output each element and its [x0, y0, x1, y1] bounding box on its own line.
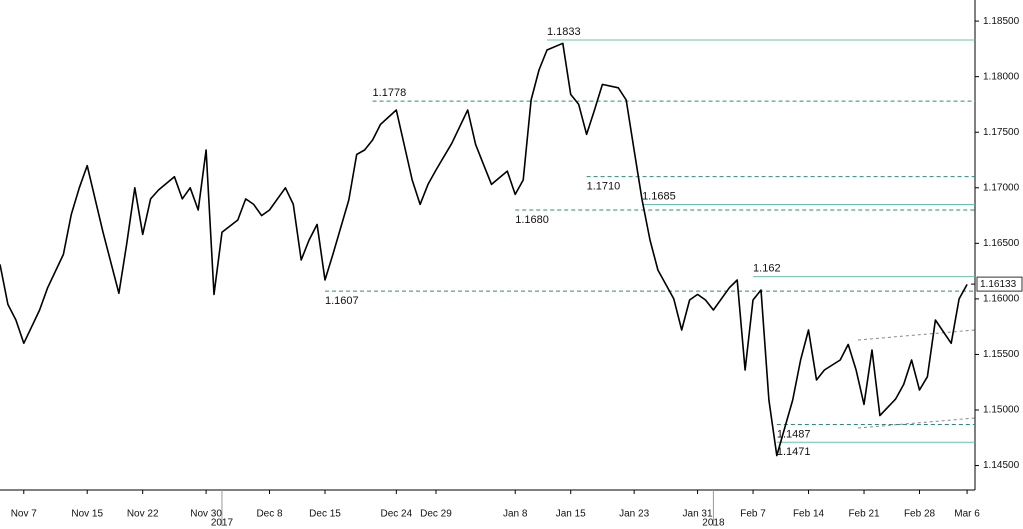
- x-tick-label: Nov 22: [127, 509, 159, 520]
- level-label: 1.1487: [777, 428, 811, 440]
- x-tick-label: Dec 8: [256, 509, 283, 520]
- level-label: 1.1680: [515, 214, 549, 226]
- level-label: 1.1778: [373, 87, 407, 99]
- last-price-box: [976, 276, 1023, 292]
- x-tick-label: Feb 28: [904, 509, 936, 520]
- x-tick-label: Jan 15: [556, 509, 586, 520]
- y-tick-label: 1.15500: [983, 349, 1020, 360]
- x-tick-label: Dec 24: [380, 509, 412, 520]
- level-label: 1.1710: [587, 181, 621, 193]
- x-tick-label: Jan 23: [619, 509, 649, 520]
- year-label: 2018: [702, 518, 725, 529]
- price-line: [0, 42, 968, 457]
- x-tick-label: Nov 15: [71, 509, 103, 520]
- x-tick-label: Dec 15: [309, 509, 341, 520]
- y-tick-label: 1.15000: [983, 405, 1020, 416]
- x-tick-label: Nov 30: [190, 509, 222, 520]
- level-label: 1.1833: [547, 26, 581, 38]
- last-price-label: 1.16133: [980, 279, 1017, 290]
- year-label: 2017: [211, 518, 234, 529]
- y-tick-label: 1.17000: [983, 182, 1020, 193]
- level-label: 1.1685: [642, 190, 676, 202]
- y-tick-label: 1.18000: [983, 71, 1020, 82]
- y-tick-label: 1.17500: [983, 127, 1020, 138]
- x-tick-label: Mar 6: [954, 509, 980, 520]
- level-label: 1.1607: [325, 295, 359, 307]
- channel-line: [857, 329, 976, 341]
- x-tick-label: Jan 8: [503, 509, 528, 520]
- y-tick-label: 1.18500: [983, 16, 1020, 27]
- x-tick-label: Nov 7: [11, 509, 38, 520]
- x-tick-label: Feb 7: [740, 509, 766, 520]
- y-tick-label: 1.16500: [983, 238, 1020, 249]
- x-tick-label: Dec 29: [420, 509, 452, 520]
- x-tick-label: Jan 31: [683, 509, 713, 520]
- x-tick-label: Feb 21: [848, 509, 880, 520]
- channel-line: [857, 417, 976, 429]
- y-tick-label: 1.14500: [983, 460, 1020, 471]
- y-tick-label: 1.16000: [983, 294, 1020, 305]
- x-tick-label: Feb 14: [793, 509, 825, 520]
- level-label: 1.162: [753, 263, 781, 275]
- level-label: 1.1471: [777, 446, 811, 458]
